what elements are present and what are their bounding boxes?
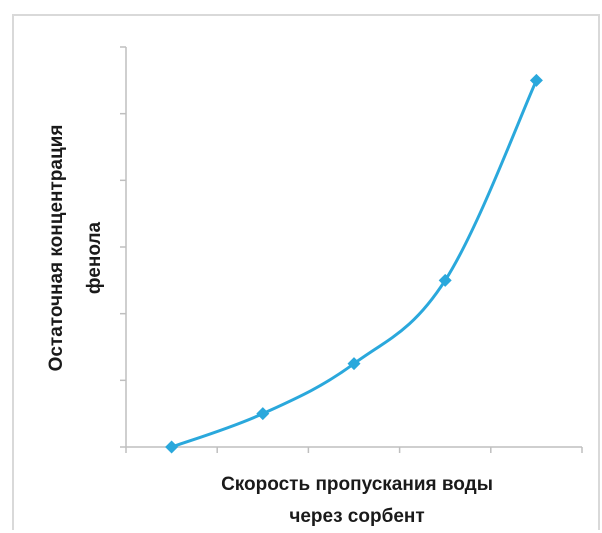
data-point-marker — [165, 440, 179, 454]
y-axis-label-line-1: Остаточная концентрация — [46, 125, 67, 372]
x-axis-label-line-1: Скорость пропускания воды — [221, 474, 493, 495]
series-line — [171, 79, 538, 449]
data-point-marker — [529, 73, 543, 87]
x-axis-label-line-2: через сорбент — [289, 506, 424, 527]
chart-frame — [12, 14, 600, 530]
data-point-marker — [438, 273, 452, 287]
chart-axes — [120, 46, 583, 453]
data-point-marker — [256, 407, 270, 421]
data-point-marker — [347, 357, 361, 371]
y-axis-label-line-2: фенола — [84, 221, 105, 294]
chart-series — [165, 73, 543, 454]
